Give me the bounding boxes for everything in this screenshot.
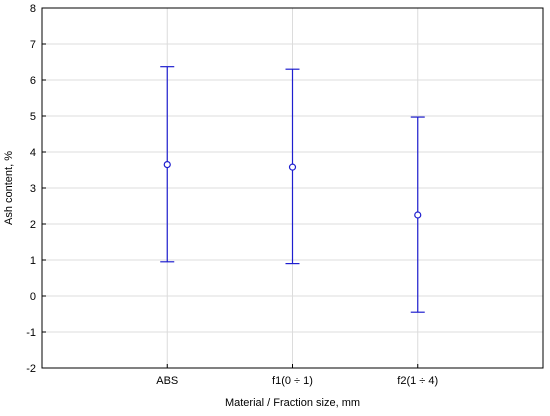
- y-tick-label: 0: [30, 291, 36, 303]
- y-tick-label: 1: [30, 255, 36, 267]
- y-tick-label: 5: [30, 111, 36, 123]
- y-tick-label: 8: [30, 3, 36, 15]
- y-axis-ticks: -2 -1 0 1 2 3 4 5 6 7 8: [26, 3, 46, 375]
- y-tick-label: 3: [30, 183, 36, 195]
- x-tick-label: f1(0 ÷ 1): [272, 375, 313, 387]
- y-tick-label: 7: [30, 39, 36, 51]
- mean-point: [163, 161, 171, 169]
- x-axis-ticks: ABS f1(0 ÷ 1) f2(1 ÷ 4): [156, 364, 438, 387]
- error-bar-series: [160, 66, 425, 313]
- x-axis-label: Material / Fraction size, mm: [225, 397, 360, 409]
- y-tick-label: 4: [30, 147, 36, 159]
- y-tick-label: -1: [26, 327, 36, 339]
- mean-point: [288, 163, 297, 171]
- x-tick-label: f2(1 ÷ 4): [397, 375, 438, 387]
- y-tick-label: -2: [26, 363, 36, 375]
- mean-point: [414, 211, 422, 219]
- y-axis-label: Ash content, %: [3, 151, 15, 225]
- y-tick-label: 6: [30, 75, 36, 87]
- y-tick-label: 2: [30, 219, 36, 231]
- x-tick-label: ABS: [156, 375, 178, 387]
